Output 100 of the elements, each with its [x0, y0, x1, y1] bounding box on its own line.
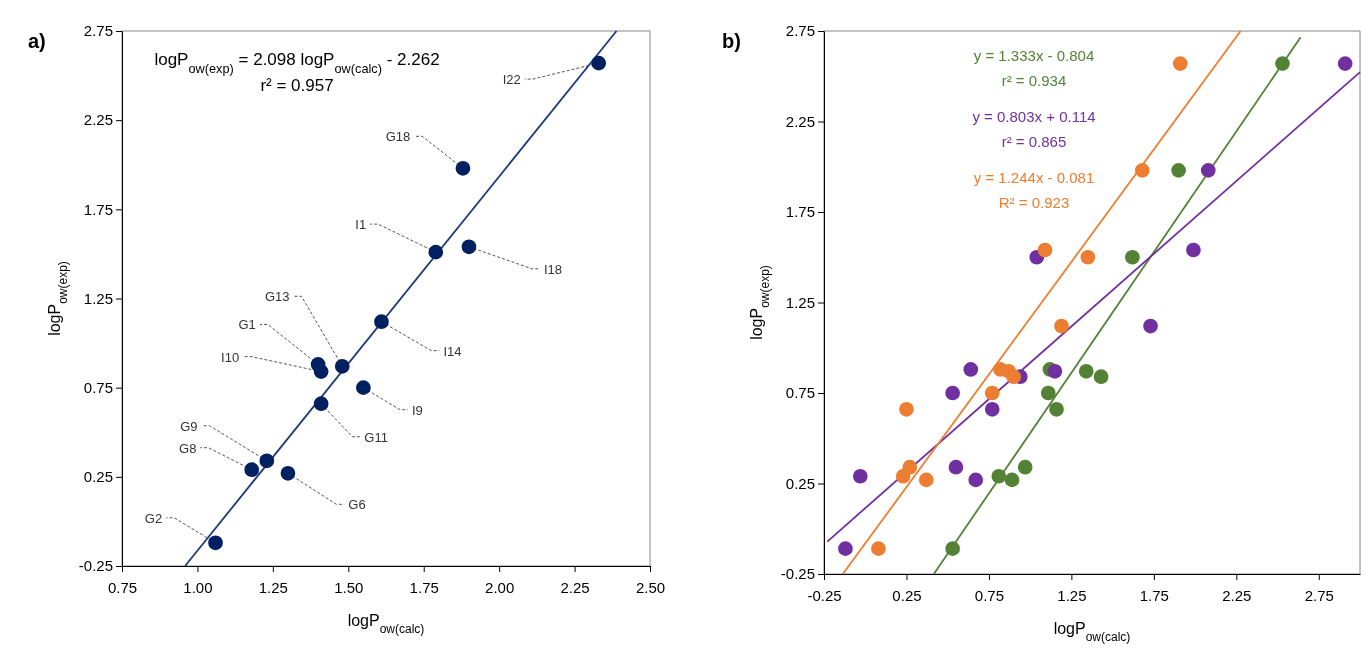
annotation: G1	[238, 317, 256, 333]
point	[1134, 163, 1150, 178]
annotation: G13	[264, 289, 290, 305]
annotation: I14	[443, 343, 462, 359]
y-tick-label: 1.75	[785, 203, 815, 221]
point	[991, 468, 1007, 484]
y-tick-label: -0.25	[780, 565, 815, 583]
point	[945, 541, 960, 556]
x-tick-label: 1.00	[183, 579, 213, 596]
x-tick-label: 2.25	[1222, 587, 1252, 604]
y-tick-label: 2.75	[83, 22, 113, 40]
point	[1049, 401, 1064, 417]
point	[918, 472, 934, 488]
point	[1171, 163, 1186, 178]
annotation: y = 1.244x - 0.081	[973, 169, 1095, 186]
point	[244, 462, 260, 478]
annotation: I1	[355, 217, 367, 233]
point	[1275, 56, 1290, 71]
y-tick-label: 0.25	[785, 474, 815, 492]
x-tick-label: 2.00	[485, 579, 515, 596]
point	[945, 385, 960, 401]
chart-title: a)	[28, 30, 46, 52]
point	[852, 468, 868, 484]
point	[334, 358, 350, 374]
point	[1080, 249, 1096, 265]
point	[984, 401, 1000, 417]
point	[356, 380, 371, 396]
x-axis-title: logP$_{ow(calc)}$	[1053, 620, 1131, 644]
y-tick-label: 1.25	[785, 293, 815, 311]
annotation: G9	[180, 418, 198, 434]
x-tick-label: 0.75	[107, 579, 138, 596]
x-tick-label: 2.75	[1304, 587, 1334, 604]
x-tick-label: 1.75	[409, 579, 439, 596]
point	[1017, 459, 1033, 475]
point	[1047, 363, 1063, 379]
point	[1172, 56, 1188, 71]
annotation: G18	[385, 129, 411, 145]
y-tick-label: 1.25	[83, 289, 113, 307]
point	[1040, 385, 1056, 401]
y-tick-label: 0.25	[83, 468, 113, 486]
point	[208, 535, 223, 551]
annotation: y = 1.333x - 0.804	[973, 47, 1095, 64]
point	[1054, 318, 1069, 334]
x-tick-label: 2.50	[635, 579, 666, 596]
point	[1337, 56, 1353, 71]
annotation: I18	[543, 261, 563, 277]
point	[899, 401, 914, 417]
x-tick-label: 1.50	[334, 579, 364, 596]
point	[461, 239, 477, 255]
point	[1004, 472, 1020, 488]
x-tick-label: 1.25	[1057, 587, 1087, 604]
y-tick-label: 0.75	[785, 384, 815, 402]
x-tick-label: 1.75	[1139, 587, 1169, 604]
x-tick-label: 0.75	[974, 587, 1005, 604]
point	[984, 385, 1000, 401]
y-tick-label: 2.25	[785, 112, 815, 130]
point	[313, 396, 329, 412]
point	[310, 357, 326, 372]
y-tick-label: 2.25	[83, 111, 113, 129]
point	[374, 314, 389, 330]
point	[1037, 242, 1053, 258]
annotation: G6	[348, 497, 366, 513]
y-tick-label: 0.75	[83, 378, 113, 396]
annotation: G8	[179, 440, 197, 456]
point	[280, 465, 296, 481]
point	[1186, 242, 1201, 258]
annotation: I22	[502, 72, 521, 88]
annotation: logP$_{ow(exp)}$ = 2.098 logP$_{ow(calc)}$ - 2.262	[154, 50, 440, 76]
point	[1078, 363, 1094, 379]
point	[1125, 249, 1140, 265]
point	[259, 453, 275, 469]
x-tick-label: 1.25	[258, 579, 288, 596]
x-tick-label: -0.25	[807, 587, 842, 604]
annotation: r² = 0.865	[1001, 133, 1067, 150]
annotation: r² = 0.934	[1001, 72, 1067, 89]
point	[455, 160, 471, 176]
y-tick-label: 2.75	[785, 22, 815, 40]
annotation: G2	[144, 510, 163, 526]
point	[1006, 369, 1022, 385]
point	[1200, 163, 1216, 178]
annotation: R² = 0.923	[998, 194, 1070, 211]
y-tick-label: -0.25	[78, 557, 113, 575]
point	[963, 362, 979, 377]
point	[838, 541, 853, 556]
annotation: r² = 0.957	[260, 76, 334, 95]
point	[948, 459, 964, 475]
x-tick-label: 0.25	[892, 587, 922, 604]
point	[871, 541, 886, 556]
annotation: I10	[221, 349, 240, 365]
x-tick-label: 2.25	[560, 579, 590, 596]
chart-title: b)	[722, 30, 741, 52]
point	[428, 244, 444, 260]
point	[1093, 369, 1109, 385]
annotation: G11	[364, 429, 388, 445]
y-tick-label: 1.75	[83, 200, 113, 218]
point	[895, 468, 911, 484]
point	[1143, 318, 1158, 334]
annotation: y = 0.803x + 0.114	[972, 108, 1096, 125]
point	[591, 55, 607, 71]
point	[968, 472, 984, 488]
